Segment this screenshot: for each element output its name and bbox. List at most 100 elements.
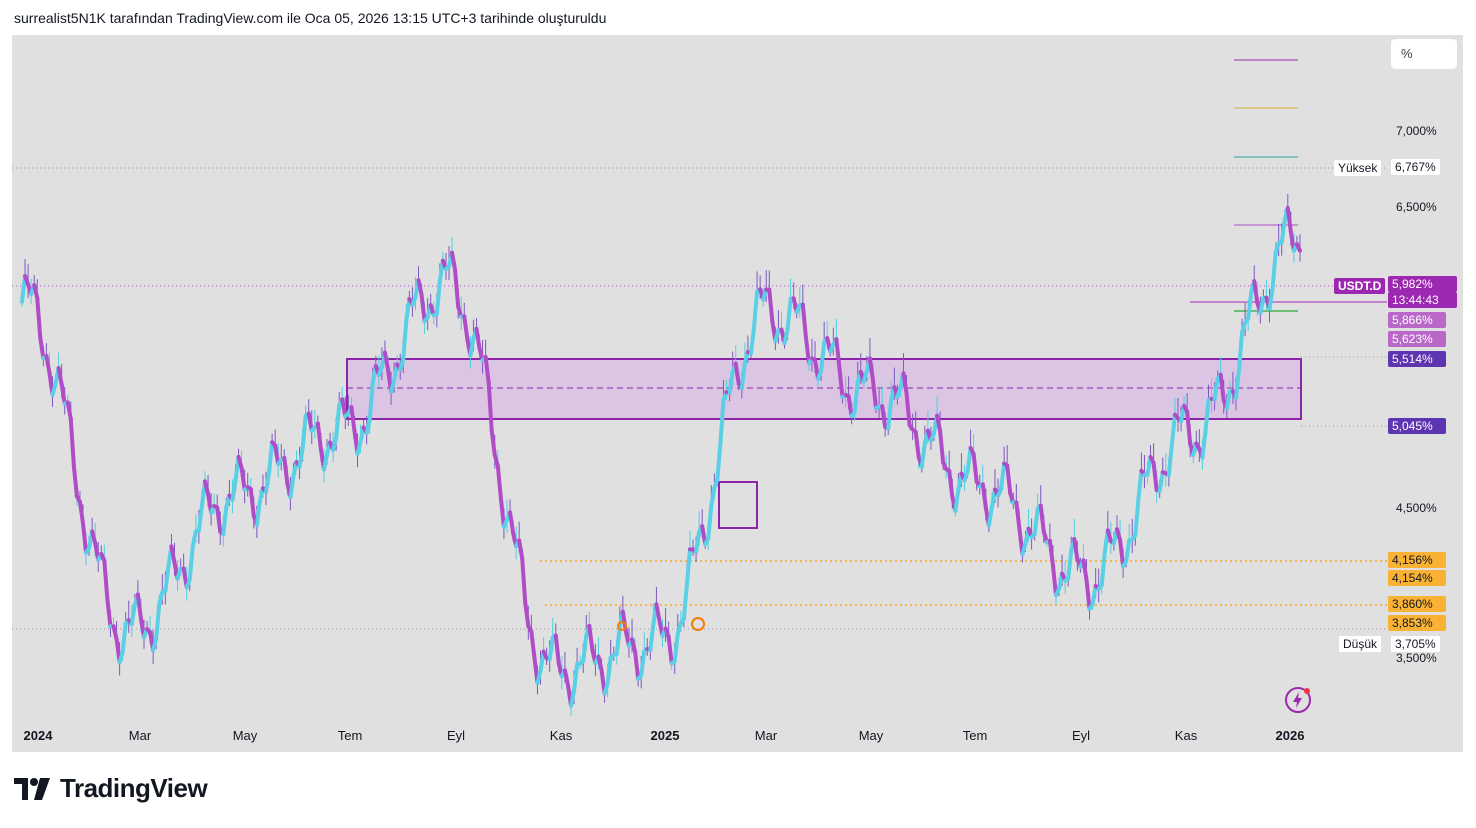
ribbon-segment: [999, 461, 1007, 492]
ribbon-segment: [572, 662, 580, 693]
ribbon-segment: [474, 326, 482, 351]
ribbon-segment: [666, 634, 674, 666]
ribbon-segment: [837, 366, 845, 399]
ribbon-segment: [1166, 442, 1174, 478]
ribbon-segment: [953, 487, 961, 513]
ribbon-segment: [1212, 376, 1220, 402]
ribbon-segment: [135, 592, 143, 621]
ribbon-segment: [248, 487, 256, 518]
ribbon-segment: [709, 485, 717, 508]
ribbon-segment: [404, 296, 412, 323]
ribbon-segment: [1032, 506, 1040, 537]
ribbon-segment: [401, 318, 409, 362]
low-marker-2[interactable]: [691, 617, 705, 631]
support-a-tag-2[interactable]: 4,154%: [1388, 570, 1446, 586]
x-label-kas-2024: Kas: [549, 728, 573, 743]
percent-scale-button[interactable]: %: [1391, 39, 1457, 69]
x-label-may-2024: May: [232, 728, 258, 743]
ribbon-segment: [596, 654, 604, 672]
ribbon-segment: [129, 602, 137, 627]
ribbon-segment: [1038, 503, 1046, 534]
ribbon-segment: [1014, 500, 1022, 531]
ribbon-segment: [639, 649, 647, 678]
ribbon-segment: [300, 413, 308, 451]
current-price-tag[interactable]: 5,982%: [1388, 276, 1457, 292]
ribbon-segment: [980, 482, 988, 510]
ribbon-segment: [450, 250, 458, 273]
ribbon-segment: [648, 621, 656, 653]
level-5866-tag[interactable]: 5,866%: [1388, 312, 1446, 328]
ribbon-segment: [986, 504, 994, 528]
ribbon-segment: [718, 397, 726, 445]
ribbon-segment: [1081, 558, 1089, 582]
ribbon-segment: [767, 287, 775, 324]
ribbon-segment: [154, 602, 162, 641]
support-b-tag-1[interactable]: 3,860%: [1388, 596, 1446, 612]
y-tick-6500: 6,500%: [1396, 200, 1437, 214]
ribbon-segment: [187, 543, 195, 582]
ribbon-segment: [419, 292, 427, 324]
ribbon-segment: [938, 428, 946, 465]
level-5623-tag[interactable]: 5,623%: [1388, 331, 1446, 347]
tradingview-logo[interactable]: TradingView: [14, 773, 208, 804]
ribbon-segment: [562, 668, 570, 688]
ribbon-segment: [605, 655, 613, 686]
low-marker-1[interactable]: [617, 621, 627, 631]
ribbon-segment: [971, 452, 979, 484]
ribbon-segment: [230, 478, 238, 502]
ribbon-segment: [254, 499, 262, 527]
ribbon-segment: [739, 360, 747, 390]
ribbon-segment: [727, 369, 735, 395]
price-chart-svg[interactable]: [12, 35, 1463, 752]
ribbon-segment: [56, 366, 64, 387]
low-label: Düşük: [1339, 636, 1382, 652]
ribbon-segment: [462, 314, 470, 342]
ribbon-segment: [349, 405, 357, 433]
consolidation-box[interactable]: [718, 481, 758, 529]
symbol-tag[interactable]: USDT.D: [1334, 278, 1386, 294]
x-label-eyl-2025: Eyl: [1071, 728, 1091, 743]
ribbon-segment: [486, 380, 494, 433]
ribbon-segment: [1169, 412, 1177, 447]
ribbon-segment: [77, 499, 86, 526]
ribbon-segment: [1218, 372, 1226, 403]
y-tick-3500: 3,500%: [1396, 651, 1437, 665]
ribbon-segment: [935, 413, 943, 433]
ribbon-segment: [886, 397, 894, 431]
ribbon-segment: [169, 544, 177, 565]
ribbon-segment: [382, 350, 391, 372]
ribbon-segment: [468, 336, 476, 358]
ribbon-segment: [1124, 538, 1132, 564]
ribbon-segment: [65, 400, 73, 422]
box-bottom-tag[interactable]: 5,045%: [1388, 418, 1446, 434]
ribbon-segment: [870, 378, 879, 411]
support-a-tag-1[interactable]: 4,156%: [1388, 552, 1446, 568]
ribbon-segment: [654, 602, 662, 623]
y-tick-7000: 7,000%: [1396, 124, 1437, 138]
ribbon-segment: [1294, 242, 1302, 253]
ribbon-segment: [1050, 563, 1058, 597]
ribbon-segment: [434, 279, 442, 316]
ribbon-segment: [1151, 460, 1159, 492]
tradingview-logo-icon: [14, 777, 50, 800]
ribbon-segment: [163, 564, 171, 594]
x-label-mar-2025: Mar: [754, 728, 778, 743]
support-b-tag-2[interactable]: 3,853%: [1388, 615, 1446, 631]
ribbon-segment: [880, 404, 888, 429]
ribbon-segment: [264, 470, 272, 494]
ribbon-segment: [1118, 537, 1126, 569]
ribbon-segment: [483, 355, 491, 385]
ribbon-segment: [35, 295, 43, 341]
box-top-tag[interactable]: 5,514%: [1388, 351, 1446, 367]
ribbon-segment: [553, 633, 561, 666]
ribbon-segment: [684, 547, 692, 587]
ribbon-segment: [803, 334, 811, 366]
alert-bolt-icon[interactable]: [1284, 686, 1312, 714]
range-box[interactable]: [346, 358, 1302, 420]
ribbon-segment: [489, 428, 497, 458]
ribbon-segment: [819, 340, 827, 374]
ribbon-segment: [1285, 206, 1293, 234]
x-label-2026: 2026: [1275, 728, 1305, 743]
chart-area[interactable]: % 7,000% 6,500% 4,500% 3,500% Yüksek 6,7…: [12, 35, 1463, 752]
ribbon-segment: [1224, 389, 1232, 411]
